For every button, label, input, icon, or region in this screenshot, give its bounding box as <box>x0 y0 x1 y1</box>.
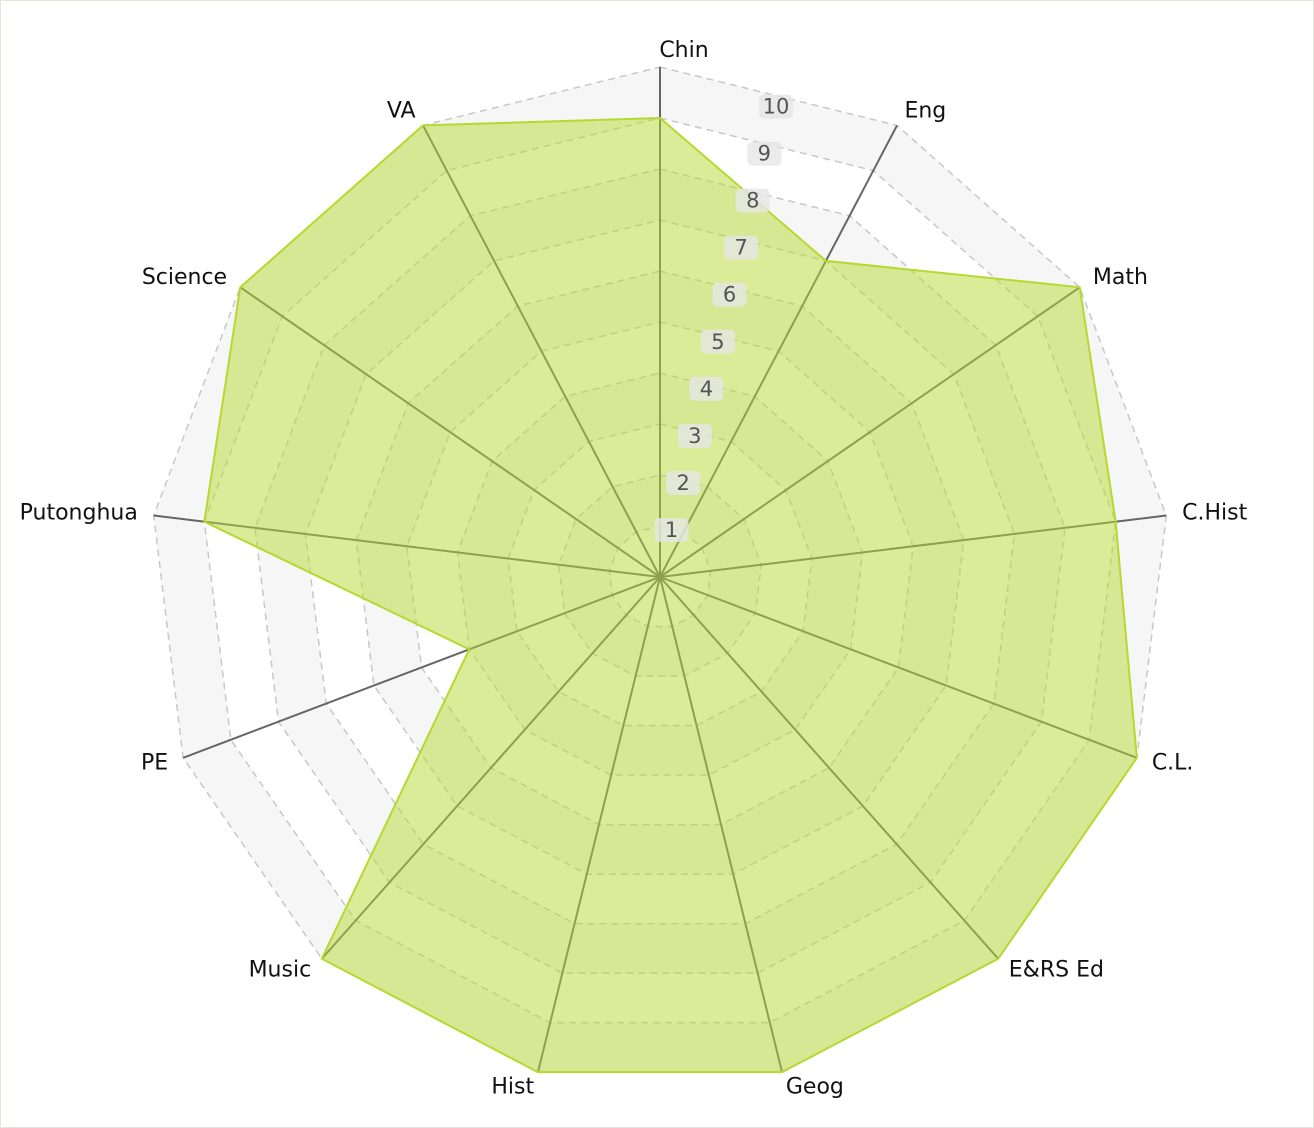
axis-label: Eng <box>904 98 946 123</box>
axis-label: E&RS Ed <box>1009 958 1104 983</box>
data-area <box>203 116 1138 1074</box>
axis-label: Science <box>142 265 227 290</box>
tick-label-bg <box>747 141 782 166</box>
tick-label: 10 <box>763 95 790 119</box>
axis-label: Geog <box>786 1075 844 1100</box>
axis-label: Putonghua <box>20 501 138 526</box>
axis-label: VA <box>387 98 416 123</box>
tick-label: 3 <box>688 424 701 448</box>
tick-label-bg <box>666 470 701 495</box>
axis-label: Music <box>249 958 312 983</box>
tick-label-bg <box>689 376 724 401</box>
axis-label: C.Hist <box>1182 501 1247 526</box>
axis-label: Math <box>1093 265 1148 290</box>
axis-label: PE <box>141 751 168 776</box>
tick-label: 5 <box>711 330 724 354</box>
axis-label: Chin <box>659 38 708 63</box>
tick-label-bg <box>712 282 747 307</box>
tick-label-bg <box>758 94 793 119</box>
tick-label-bg <box>724 235 759 260</box>
axis-label: Hist <box>491 1075 534 1100</box>
tick-label-bg <box>677 423 712 448</box>
tick-label: 1 <box>665 518 678 542</box>
tick-label-bg <box>735 188 770 213</box>
axis-label: C.L. <box>1152 751 1194 776</box>
tick-label: 4 <box>700 377 713 401</box>
tick-label-bg <box>654 517 689 542</box>
tick-label: 2 <box>677 471 690 495</box>
tick-label-bg <box>700 329 735 354</box>
tick-label: 8 <box>746 189 759 213</box>
tick-label: 9 <box>758 142 771 166</box>
tick-label: 7 <box>734 236 747 260</box>
tick-label: 6 <box>723 283 736 307</box>
